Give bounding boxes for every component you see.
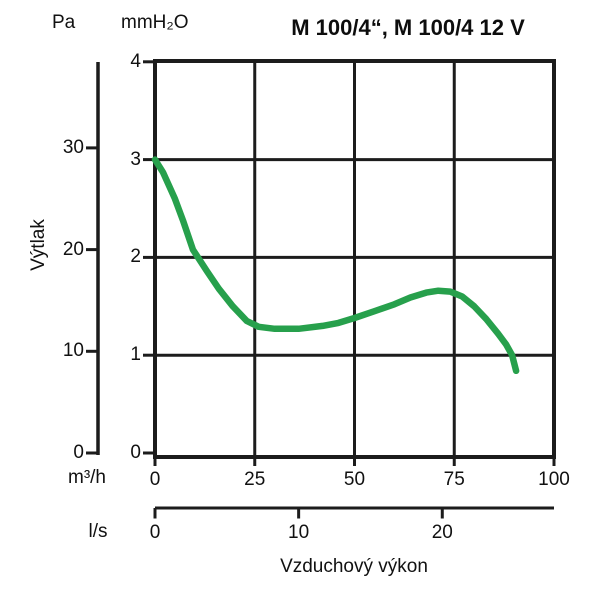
pa-tick-label: 20 (62, 238, 84, 260)
ls-tick-label: 20 (431, 522, 453, 543)
x-axis-title: Vzduchový výkon (280, 556, 428, 577)
pa-tick-label: 10 (62, 340, 84, 362)
ls-tick-label: 10 (288, 522, 310, 543)
mmh2o-tick-label: 1 (130, 344, 141, 366)
chart-title: M 100/4“, M 100/4 12 V (291, 15, 525, 40)
m3h-tick-label: 75 (443, 469, 465, 490)
m3h-tick-label: 50 (343, 469, 366, 490)
m3h-unit-label: m³/h (68, 467, 106, 488)
m3h-tick-label: 100 (538, 469, 570, 490)
m3h-tick-label: 0 (149, 469, 161, 490)
ls-unit-label: l/s (88, 521, 108, 542)
performance-curve (151, 156, 520, 375)
pa-unit-label: Pa (52, 12, 76, 33)
mmh2o-tick-label: 3 (130, 148, 141, 170)
mmh2o-tick-label: 4 (130, 50, 141, 72)
m3h-tick-label: 25 (244, 469, 266, 490)
mmh2o-tick-label: 0 (130, 442, 141, 463)
mmh2o-tick-label: 2 (130, 246, 141, 268)
ls-tick-label: 0 (149, 522, 161, 543)
pa-tick-label: 0 (73, 442, 84, 463)
pa-tick-label: 30 (62, 136, 84, 158)
mmh2o-unit-label: mmH₂O (121, 12, 189, 33)
